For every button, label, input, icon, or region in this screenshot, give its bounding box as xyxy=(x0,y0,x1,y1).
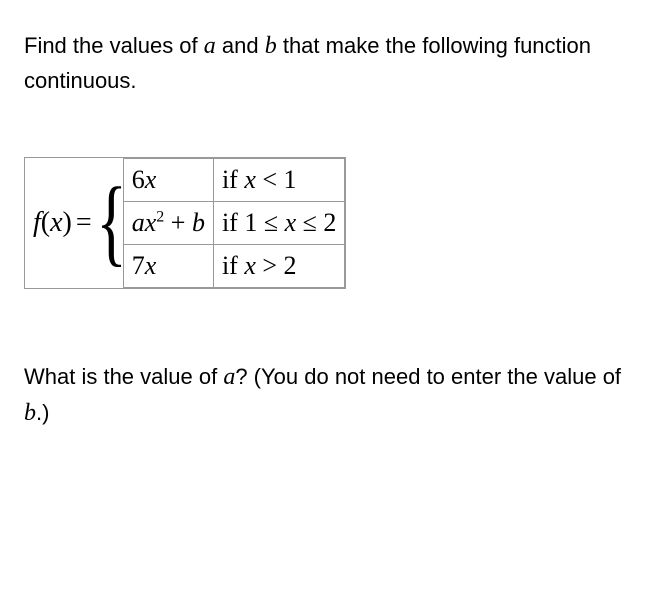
question-part2: ? (You do not need to enter the value of xyxy=(235,364,621,389)
intro-part1: Find the values of xyxy=(24,33,204,58)
cond-var: x xyxy=(244,165,256,194)
var-x: x xyxy=(145,251,157,280)
lhs-f: f xyxy=(33,207,41,238)
table-row: ax2 + b if 1 ≤ x ≤ 2 xyxy=(123,202,345,245)
intro-var-a: a xyxy=(204,33,216,59)
function-lhs: f(x)= xyxy=(25,207,102,239)
intro-part2: and xyxy=(216,33,265,58)
cond-cell: if 1 ≤ x ≤ 2 xyxy=(213,202,345,245)
expr-cell: 7x xyxy=(123,245,213,288)
cond-rel: 1 ≤ xyxy=(244,208,284,237)
question-part3: .) xyxy=(36,400,49,425)
cond-prefix: if xyxy=(222,251,244,280)
brace-icon: { xyxy=(96,181,127,264)
var-b: b xyxy=(192,208,205,237)
expr-cell: ax2 + b xyxy=(123,202,213,245)
coef: 7 xyxy=(132,251,145,280)
intro-var-b: b xyxy=(265,33,277,59)
table-row: 6x if x < 1 xyxy=(123,159,345,202)
question-part1: What is the value of xyxy=(24,364,223,389)
piecewise-function: f(x)= { 6x if x < 1 ax2 + b if 1 ≤ x ≤ 2… xyxy=(24,157,346,289)
intro-text: Find the values of a and b that make the… xyxy=(24,28,633,97)
question-var-a: a xyxy=(223,364,235,390)
var-x: x xyxy=(145,165,157,194)
cond-var: x xyxy=(244,251,256,280)
expr-cell: 6x xyxy=(123,159,213,202)
plus: + xyxy=(164,208,192,237)
cases-table: 6x if x < 1 ax2 + b if 1 ≤ x ≤ 2 7x if x… xyxy=(123,158,346,288)
table-row: 7x if x > 2 xyxy=(123,245,345,288)
question-var-b: b xyxy=(24,400,36,426)
cond-rel: > 2 xyxy=(256,251,297,280)
cond-cell: if x > 2 xyxy=(213,245,345,288)
cond-cell: if x < 1 xyxy=(213,159,345,202)
var-x: x xyxy=(145,208,157,237)
cond-rel: < 1 xyxy=(256,165,297,194)
cond-rel2: ≤ 2 xyxy=(296,208,336,237)
question-text: What is the value of a? (You do not need… xyxy=(24,359,633,431)
cond-var: x xyxy=(285,208,297,237)
cond-prefix: if xyxy=(222,165,244,194)
coef: 6 xyxy=(132,165,145,194)
lhs-x: x xyxy=(50,207,62,238)
coef-a: a xyxy=(132,208,145,237)
cond-prefix: if xyxy=(222,208,244,237)
lhs-eq: = xyxy=(72,207,96,238)
